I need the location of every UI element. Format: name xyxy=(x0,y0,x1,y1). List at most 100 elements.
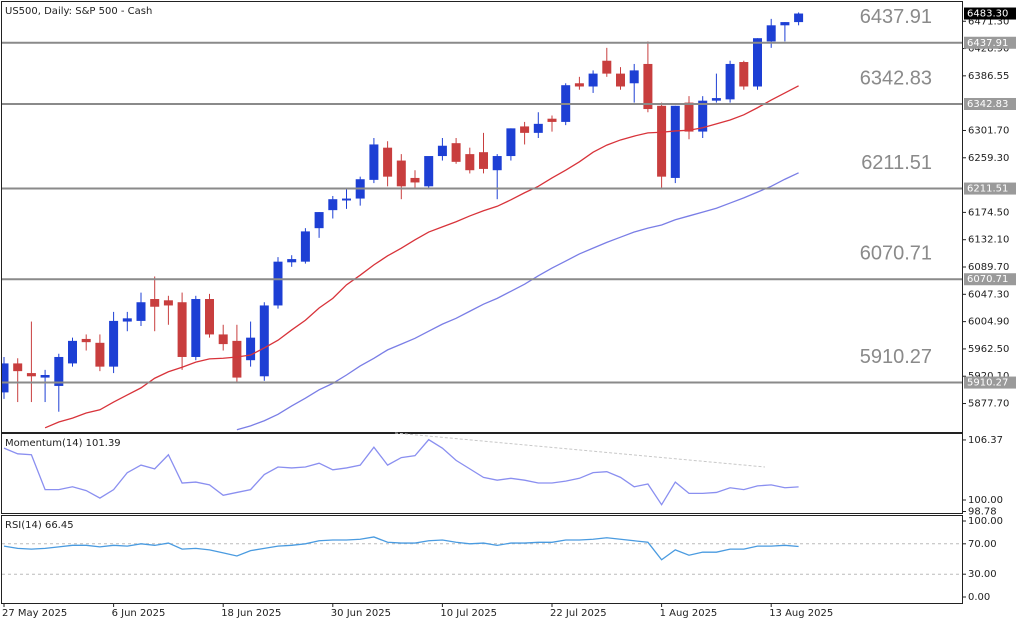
candle-body xyxy=(136,302,146,321)
y-tick-label: 6471.30 xyxy=(968,16,1009,27)
y-tick-label: 70.00 xyxy=(968,539,997,550)
y-tick-label: 6428.90 xyxy=(968,44,1009,55)
candle-body xyxy=(657,105,667,177)
level-label: 5910.27 xyxy=(860,346,932,368)
candle-body xyxy=(410,177,420,183)
candle-body xyxy=(451,143,461,162)
candle-body xyxy=(766,25,776,42)
candle-body xyxy=(574,83,584,87)
candle-body xyxy=(287,259,297,263)
candle-body xyxy=(602,60,612,74)
candle-body xyxy=(588,73,598,87)
candle-body xyxy=(794,13,804,23)
level-label: 6070.71 xyxy=(860,243,932,265)
level-label: 6437.91 xyxy=(860,6,932,28)
candle-body xyxy=(177,302,187,357)
y-tick-label: 6174.50 xyxy=(968,207,1009,218)
candle-body xyxy=(437,145,447,157)
level-axis-label: 6342.83 xyxy=(967,99,1008,110)
y-tick-label: 0.00 xyxy=(968,592,990,603)
panel-title: Momentum(14) 101.39 xyxy=(5,438,121,449)
y-tick-label: 106.37 xyxy=(968,435,1003,446)
candle-body xyxy=(259,305,269,377)
candle-body xyxy=(314,212,324,229)
x-tick-label: 18 Jun 2025 xyxy=(221,608,281,619)
candle-body xyxy=(492,156,502,171)
x-tick-label: 1 Aug 2025 xyxy=(660,608,718,619)
candle-body xyxy=(300,231,310,262)
candle-body xyxy=(547,118,557,122)
candle-body xyxy=(191,299,201,357)
candle-body xyxy=(163,300,173,306)
x-tick-label: 6 Jun 2025 xyxy=(112,608,166,619)
candle-body xyxy=(479,152,488,169)
last-price-label: 6483.30 xyxy=(967,9,1008,20)
candle-body xyxy=(711,98,721,101)
main-panel xyxy=(1,1,963,433)
x-tick-label: 10 Jul 2025 xyxy=(440,608,497,619)
level-axis-label: 6211.51 xyxy=(967,184,1008,195)
y-tick-label: 5877.70 xyxy=(968,399,1009,410)
candle-body xyxy=(81,338,91,343)
candle-body xyxy=(232,340,242,378)
candle-body xyxy=(95,342,105,367)
candle-body xyxy=(725,63,735,100)
candle-body xyxy=(13,363,23,372)
candle-body xyxy=(383,147,393,177)
y-tick-label: 30.00 xyxy=(968,569,997,580)
level-axis-label: 6070.71 xyxy=(967,274,1008,285)
plot-area xyxy=(3,536,799,561)
y-tick-label: 98.78 xyxy=(968,506,997,517)
trend-line xyxy=(394,432,766,468)
indicator-line xyxy=(3,438,799,506)
candle-body xyxy=(396,160,406,187)
panel-title: RSI(14) 66.45 xyxy=(5,520,74,531)
candle-body xyxy=(122,318,132,322)
level-axis-label: 6437.91 xyxy=(967,38,1008,49)
y-tick-label: 6089.70 xyxy=(968,262,1009,273)
candle-body xyxy=(40,375,50,378)
candle-body xyxy=(533,123,543,133)
candle-body xyxy=(26,373,36,377)
candle-body xyxy=(342,198,351,201)
level-label: 6342.83 xyxy=(860,67,932,89)
candle-body xyxy=(54,356,64,386)
plot-area xyxy=(3,438,799,506)
candle-body xyxy=(68,340,77,364)
candle-body xyxy=(506,128,516,157)
indicator-line xyxy=(3,536,799,561)
rsi-panel xyxy=(1,515,963,604)
candle-body xyxy=(369,144,379,180)
candle-body xyxy=(616,73,625,87)
candle-body xyxy=(328,199,338,211)
level-label: 6211.51 xyxy=(861,152,932,174)
candle-body xyxy=(424,156,434,187)
x-tick-label: 27 May 2025 xyxy=(2,608,67,619)
panel-title: US500, Daily: S&P 500 - Cash xyxy=(5,6,152,17)
candle-body xyxy=(629,70,639,84)
x-tick-label: 22 Jul 2025 xyxy=(550,608,607,619)
candle-body xyxy=(780,22,790,26)
candle-body xyxy=(150,299,160,307)
level-axis-box xyxy=(964,182,1016,195)
y-tick-label: 6132.10 xyxy=(968,235,1009,246)
level-axis-box xyxy=(964,36,1016,49)
candle-body xyxy=(739,62,749,87)
candle-body xyxy=(670,105,680,178)
x-tick-label: 30 Jun 2025 xyxy=(331,608,391,619)
candle-body xyxy=(273,261,283,306)
candle-body xyxy=(465,154,475,171)
candle-body xyxy=(246,337,256,361)
level-axis-box xyxy=(964,376,1016,389)
y-tick-label: 5962.50 xyxy=(968,344,1009,355)
level-axis-box xyxy=(964,273,1016,286)
candle-body xyxy=(643,63,653,110)
y-tick-label: 100.00 xyxy=(968,495,1003,506)
y-tick-label: 6047.30 xyxy=(968,289,1009,300)
candle-body xyxy=(218,334,228,345)
candle-body xyxy=(2,363,9,393)
y-tick-label: 6004.90 xyxy=(968,317,1009,328)
momentum-panel xyxy=(1,433,963,514)
moving-average xyxy=(236,172,799,431)
